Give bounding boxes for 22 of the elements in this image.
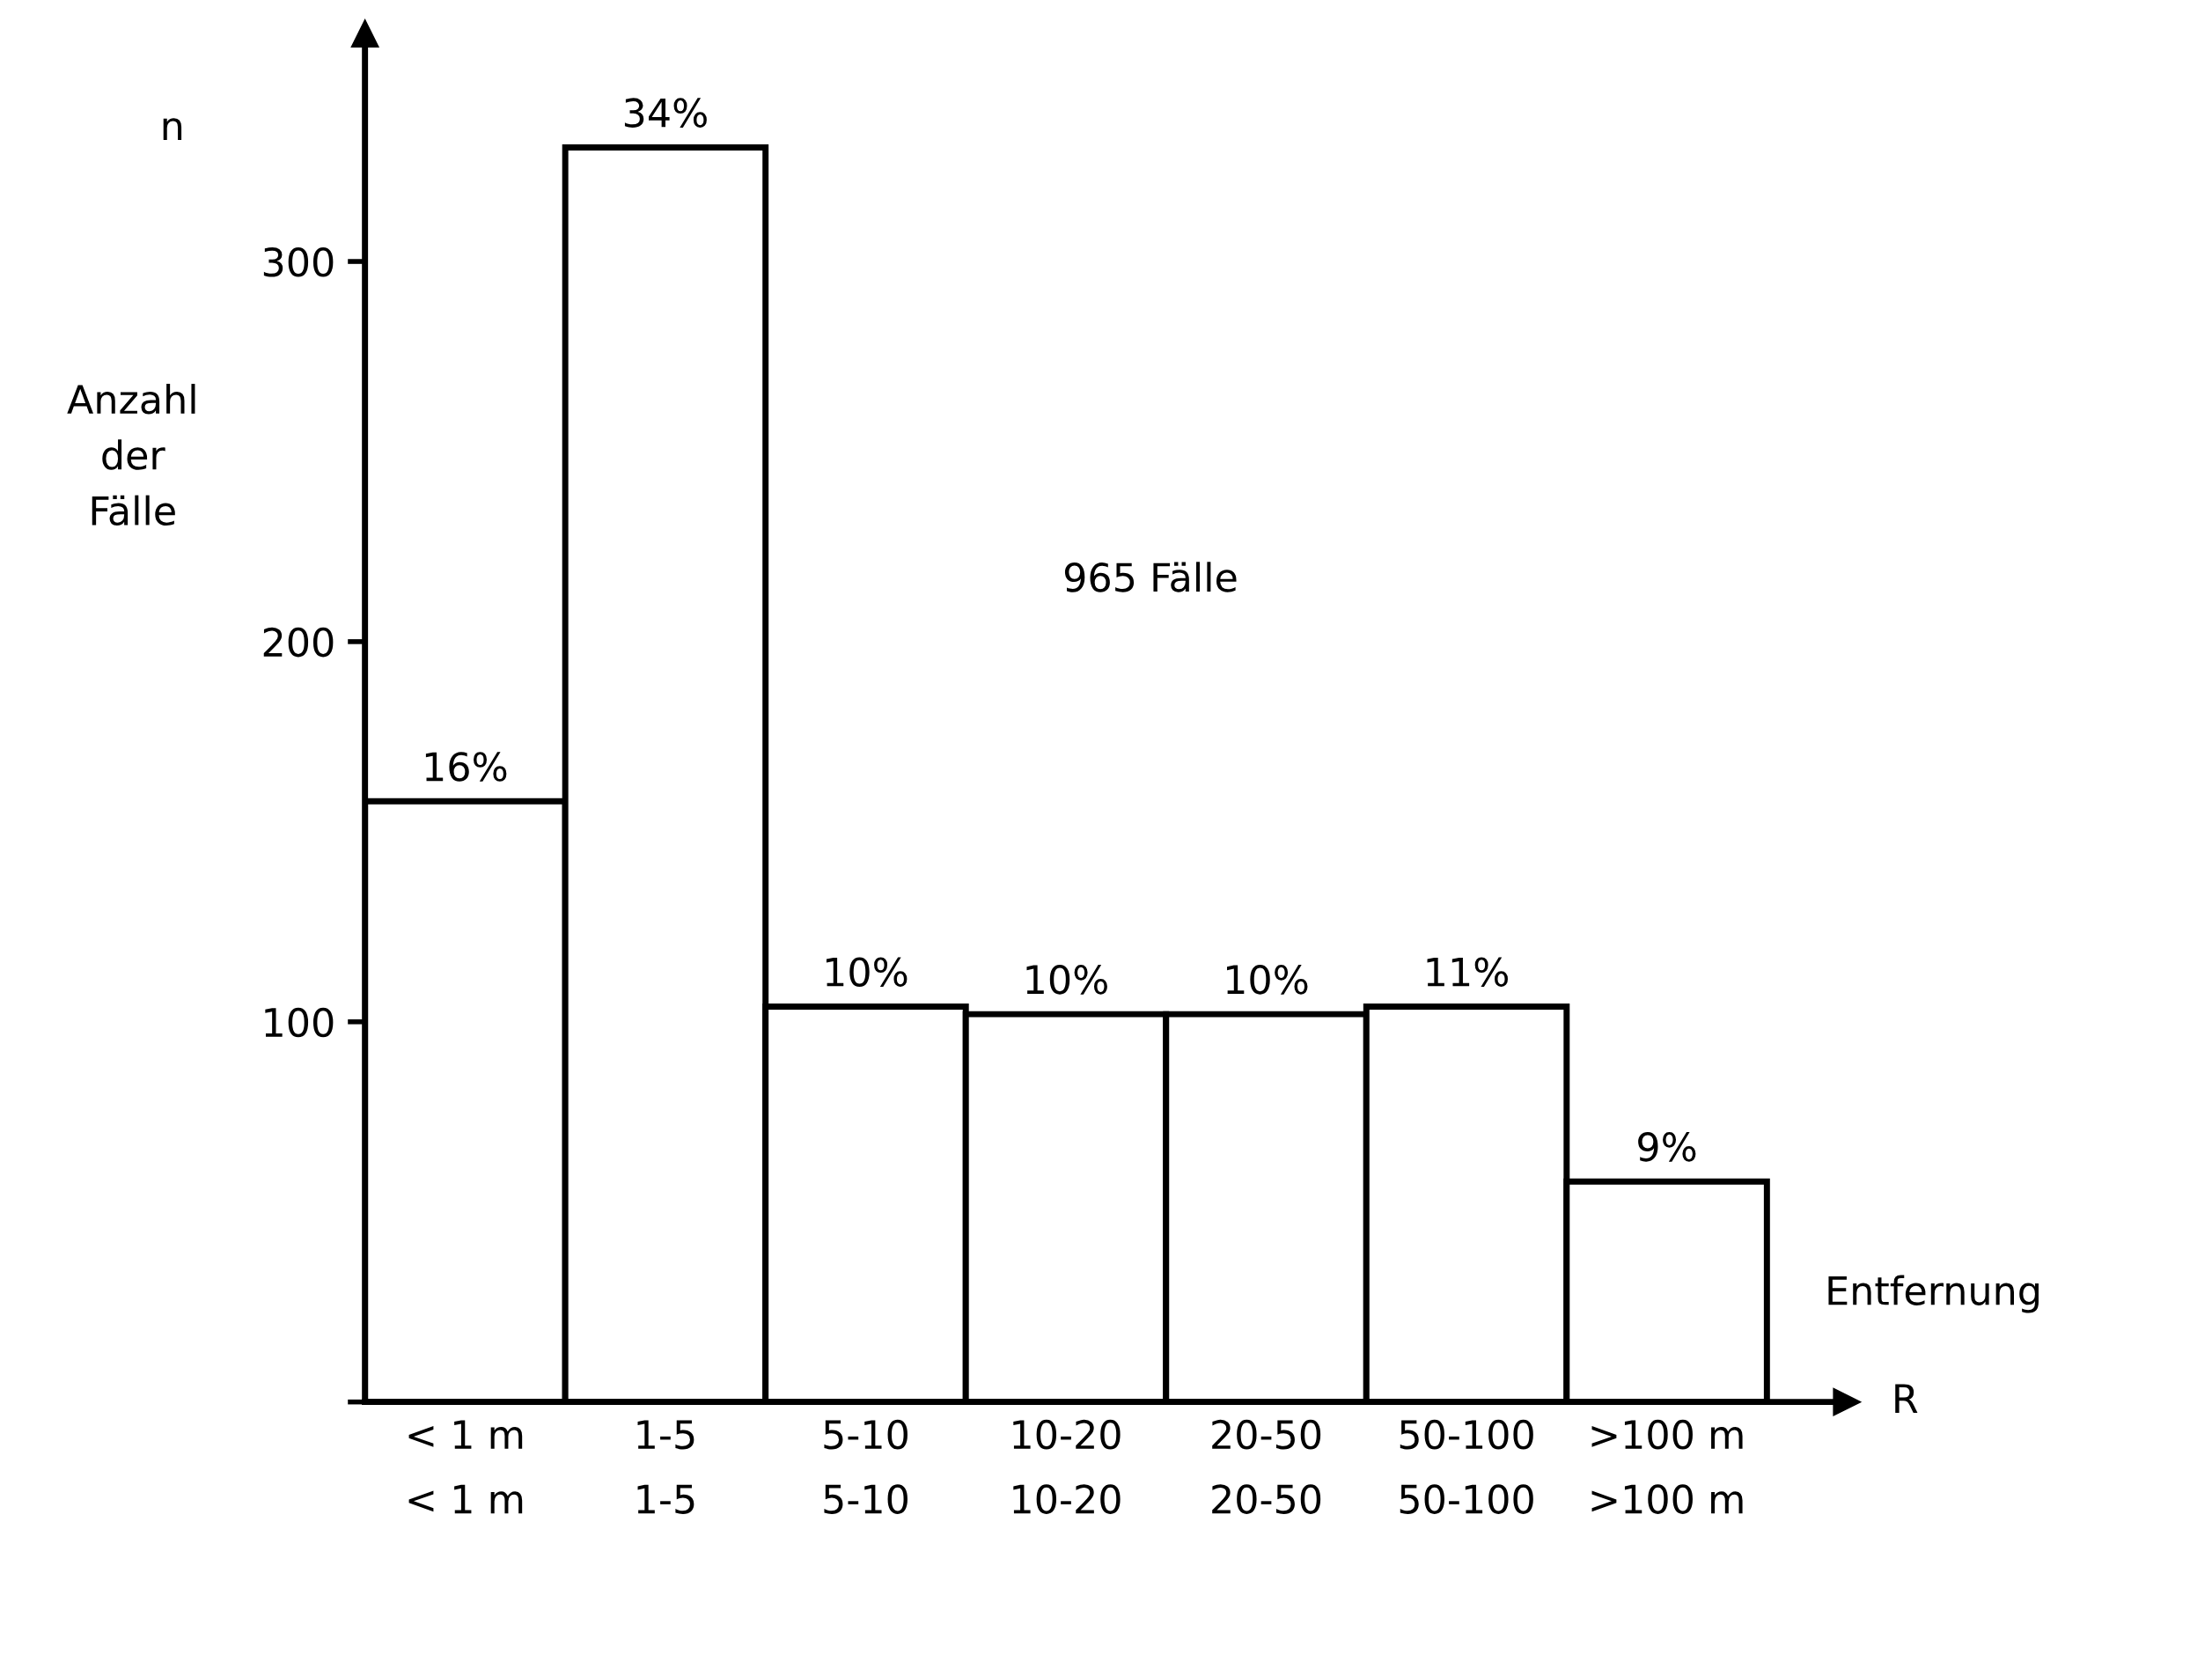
x-axis-title: Entfernung [1828,1275,2039,1313]
y-tick-label: 300 [263,246,334,277]
annotation: 34% [624,98,707,128]
y-axis-title: Anzahl der Fälle [67,384,195,526]
x-tick-label: >100 m >100 m [1591,1419,1743,1514]
annotation: 11% [1427,957,1508,987]
annotation: 16% [425,752,507,782]
x-tick-label: 1-5 1-5 [637,1420,694,1514]
y-tick-label: 100 [265,1007,334,1038]
annotation: 9% [1638,1132,1696,1162]
x-tick-label: 10-20 10-20 [1013,1419,1121,1514]
text: n [163,118,182,141]
x-tick-label: < 1 m < 1 m [408,1420,523,1514]
annotation: 965 Fälle [1064,562,1237,592]
text: R [1895,1384,1918,1413]
x-tick-label: 50-100 50-100 [1400,1419,1533,1514]
x-tick-label: 20-50 20-50 [1212,1419,1321,1514]
annotation: 10% [1026,965,1107,995]
annotation: 10% [826,957,908,987]
annotation: 10% [1227,965,1308,995]
x-tick-label: 5-10 5-10 [824,1419,908,1514]
y-tick-label: 200 [263,627,334,658]
